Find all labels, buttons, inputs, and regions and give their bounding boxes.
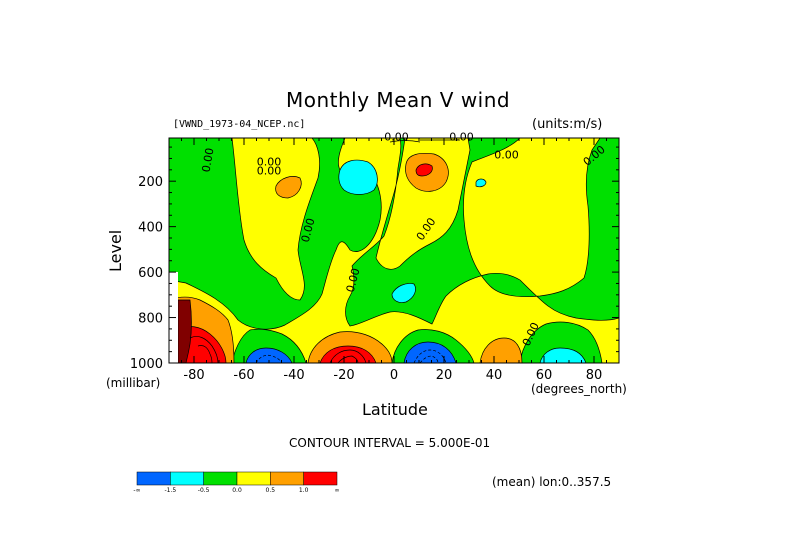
contour-lines [189, 139, 460, 363]
x-tick-label: 0 [390, 368, 398, 383]
x-axis-units: (degrees_north) [531, 382, 627, 396]
contour-label: 0.00 [344, 267, 363, 294]
x-tick-label: 60 [536, 368, 553, 383]
region-green-center [345, 138, 619, 327]
colorbar-swatch [203, 471, 238, 486]
colorbar-swatch [236, 471, 271, 486]
contour-label: 0.00 [257, 155, 282, 168]
y-axis-ticks [169, 146, 619, 364]
colorbar-label: 1.0 [299, 487, 309, 494]
region-cyan-surface-east [539, 347, 587, 363]
colorbar-label: 0.5 [266, 487, 276, 494]
colorbar-swatch [270, 471, 304, 486]
plot-fill-layers [169, 138, 619, 363]
region-green-surface-3 [519, 321, 603, 363]
y-tick-label: 1000 [130, 357, 163, 372]
y-tick-label: 800 [138, 312, 163, 327]
dataset-label: [VWND_1973-04_NCEP.nc] [173, 119, 306, 130]
region-cyan-small [475, 178, 487, 188]
region-red-surface-20s [319, 345, 377, 363]
colorbar-swatch [303, 471, 338, 486]
contour-label: 0.00 [449, 130, 474, 143]
x-tick-label: -80 [183, 368, 204, 383]
region-red-upper [415, 163, 433, 177]
x-tick-label: -40 [283, 368, 304, 383]
x-tick-label: 20 [436, 368, 453, 383]
chart-title: Monthly Mean V wind [286, 88, 511, 112]
contour-label: 0.00 [257, 164, 282, 177]
colorbar-label: -0.5 [198, 487, 210, 494]
colorbar-label: ∞ [335, 487, 340, 494]
y-axis-title: Level [106, 229, 125, 272]
region-cyan-upper [338, 159, 378, 195]
y-tick-label: 600 [138, 266, 163, 281]
region-orange-surface-45n [479, 337, 523, 363]
contour-interval-text: CONTOUR INTERVAL = 5.000E-01 [289, 436, 491, 450]
colorbar-swatch [170, 471, 204, 486]
colorbar-label: -∞ [133, 487, 140, 494]
y-tick-label: 200 [138, 175, 163, 190]
colorbar: -∞ -1.5 -0.5 0.0 0.5 1.0 ∞ [133, 471, 340, 494]
colorbar-label: 0.0 [232, 487, 242, 494]
x-tick-label: -20 [333, 368, 354, 383]
x-tick-label: 40 [486, 368, 503, 383]
x-tick-label: 80 [586, 368, 603, 383]
contour-label: 0.00 [299, 217, 318, 244]
contour-label: 0.00 [494, 148, 519, 161]
mean-note: (mean) lon:0..357.5 [492, 475, 612, 489]
x-axis-title: Latitude [362, 400, 428, 419]
region-darkred-west [177, 299, 192, 363]
x-axis-tick-labels: -80 -60 -40 -20 0 20 40 60 80 [183, 368, 602, 383]
region-cyan-mid [391, 283, 416, 303]
y-tick-label: 400 [138, 221, 163, 236]
colorbar-label: -1.5 [164, 487, 176, 494]
units-label: (units:m/s) [532, 117, 603, 132]
region-orange-upper [275, 176, 302, 199]
contour-label: 0.00 [200, 147, 217, 173]
x-tick-label: -60 [233, 368, 254, 383]
contour-label: 0.00 [384, 130, 409, 143]
colorbar-swatch [136, 471, 171, 486]
y-axis-tick-labels: 200 400 600 800 1000 [130, 175, 163, 372]
y-axis-units: (millibar) [106, 376, 161, 390]
